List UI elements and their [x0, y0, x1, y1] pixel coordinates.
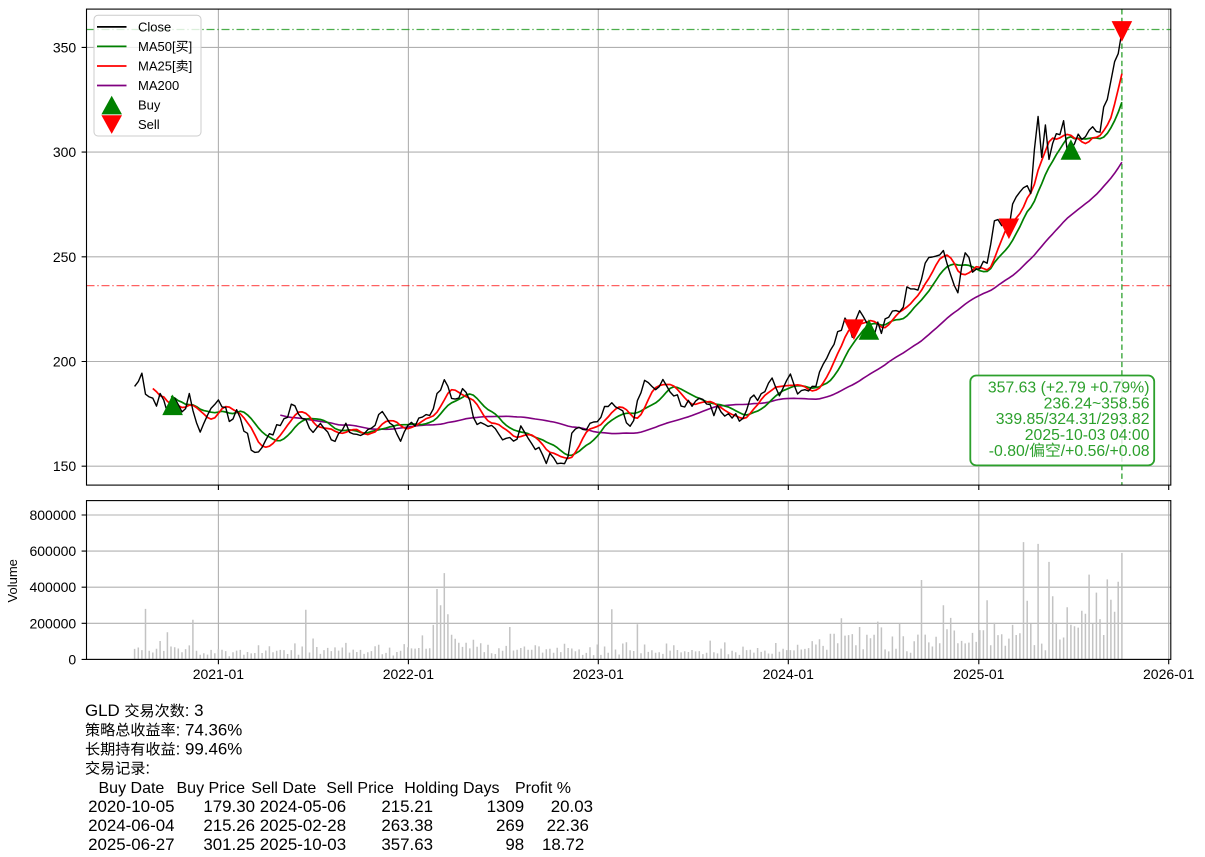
- svg-text:18.72: 18.72: [542, 835, 584, 854]
- svg-text:0: 0: [68, 651, 76, 667]
- svg-text:2022-01: 2022-01: [383, 666, 435, 682]
- svg-text:MA200: MA200: [138, 78, 179, 93]
- svg-text:2025-06-27: 2025-06-27: [88, 835, 174, 854]
- svg-text:: 99.46%: : 99.46%: [176, 740, 243, 759]
- svg-text:2021-01: 2021-01: [193, 666, 245, 682]
- svg-text:263.38: 263.38: [381, 816, 433, 835]
- svg-text:2025-01: 2025-01: [953, 666, 1005, 682]
- svg-text:MA25[: MA25[: [138, 59, 176, 74]
- svg-text:2026-01: 2026-01: [1143, 666, 1195, 682]
- svg-text:-0.80/: -0.80/: [989, 443, 1030, 460]
- svg-text:Volume: Volume: [5, 559, 20, 602]
- svg-text:215.26: 215.26: [203, 816, 255, 835]
- svg-text:150: 150: [53, 458, 77, 474]
- svg-text:Profit %: Profit %: [515, 780, 571, 797]
- svg-text:Sell: Sell: [138, 117, 160, 132]
- svg-text:600000: 600000: [29, 543, 76, 559]
- svg-text:250: 250: [53, 249, 77, 265]
- svg-text:800000: 800000: [29, 507, 76, 523]
- svg-text:2024-06-04: 2024-06-04: [88, 816, 174, 835]
- svg-text:2024-05-06: 2024-05-06: [260, 797, 346, 816]
- svg-text:2025-10-03: 2025-10-03: [260, 835, 346, 854]
- svg-text:350: 350: [53, 39, 77, 55]
- svg-text:179.30: 179.30: [203, 797, 255, 816]
- svg-text:MA50[: MA50[: [138, 39, 176, 54]
- svg-text:301.25: 301.25: [203, 835, 255, 854]
- svg-text::: :: [145, 759, 150, 778]
- svg-text:339.85/324.31/293.82: 339.85/324.31/293.82: [996, 411, 1150, 428]
- svg-text:236.24~358.56: 236.24~358.56: [1044, 395, 1150, 412]
- svg-text:]: ]: [189, 39, 193, 54]
- svg-text:200: 200: [53, 354, 77, 370]
- svg-text:215.21: 215.21: [381, 797, 433, 816]
- svg-text:20.03: 20.03: [551, 797, 593, 816]
- svg-text:2020-10-05: 2020-10-05: [88, 797, 174, 816]
- svg-text:Sell Price: Sell Price: [326, 780, 394, 797]
- svg-text:/+0.56/+0.08: /+0.56/+0.08: [1061, 443, 1150, 460]
- svg-text:200000: 200000: [29, 615, 76, 631]
- svg-text:GLD: GLD: [85, 701, 120, 720]
- svg-text:Buy: Buy: [138, 98, 161, 113]
- svg-text:2025-10-03 04:00: 2025-10-03 04:00: [1025, 427, 1150, 444]
- svg-text:]: ]: [189, 59, 193, 74]
- svg-text:2024-01: 2024-01: [763, 666, 815, 682]
- svg-text:22.36: 22.36: [547, 816, 589, 835]
- svg-text:400000: 400000: [29, 579, 76, 595]
- svg-text:Holding Days: Holding Days: [404, 780, 499, 797]
- svg-text:Buy Date: Buy Date: [99, 780, 165, 797]
- svg-text:269: 269: [496, 816, 524, 835]
- svg-text:Close: Close: [138, 20, 171, 35]
- svg-text:300: 300: [53, 144, 77, 160]
- svg-text:2025-02-28: 2025-02-28: [260, 816, 346, 835]
- svg-text:Buy Price: Buy Price: [177, 780, 246, 797]
- svg-text:: 3: : 3: [185, 701, 204, 720]
- svg-text:2023-01: 2023-01: [573, 666, 625, 682]
- svg-text:98: 98: [505, 835, 524, 854]
- svg-text:357.63 (+2.79 +0.79%): 357.63 (+2.79 +0.79%): [988, 380, 1150, 397]
- svg-text:1309: 1309: [487, 797, 525, 816]
- svg-text:: 74.36%: : 74.36%: [176, 720, 243, 739]
- svg-text:357.63: 357.63: [381, 835, 433, 854]
- svg-text:Sell Date: Sell Date: [251, 780, 316, 797]
